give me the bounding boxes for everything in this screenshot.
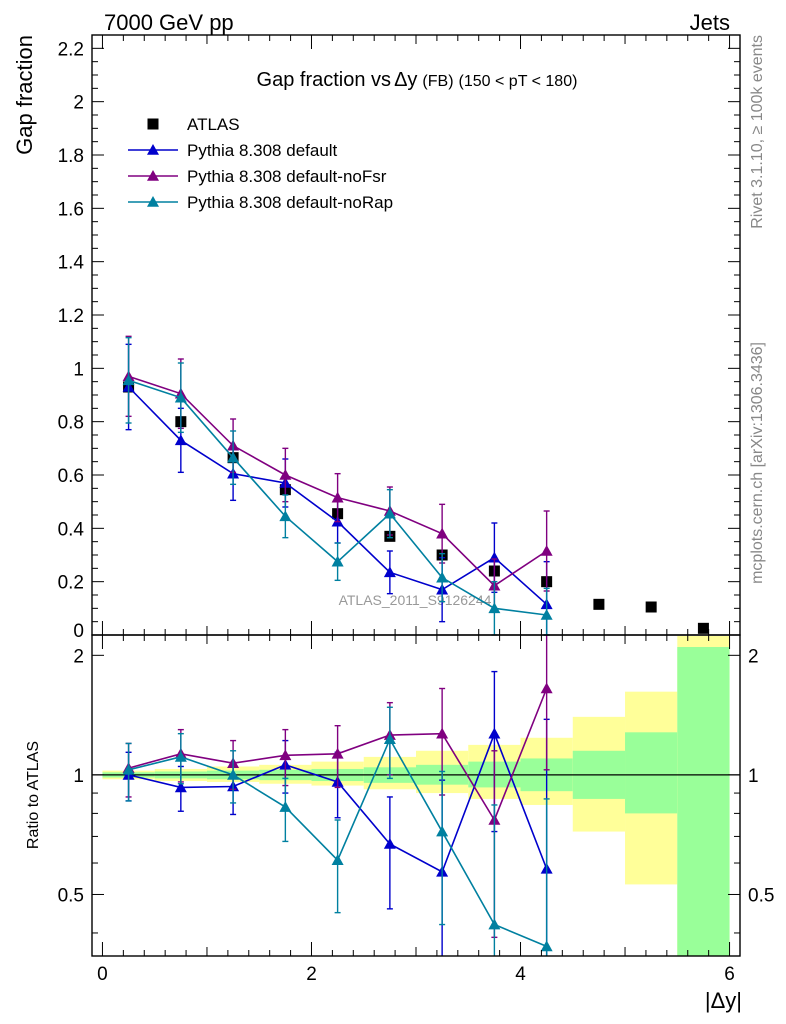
ratio-point	[227, 768, 240, 780]
data-point	[383, 507, 396, 519]
main-ytick-label: 0.2	[58, 573, 84, 594]
main-ytick-label: 0.4	[58, 519, 85, 540]
data-point	[331, 491, 344, 503]
ratio-point	[488, 918, 501, 930]
ratio-point	[383, 733, 396, 744]
main-ytick-label: 0	[73, 621, 84, 642]
main-ytick-label: 1.6	[58, 199, 84, 220]
main-ytick-label: 1	[73, 359, 84, 380]
main-title: Gap fraction vs Δy (FB) (150 < pT < 180)	[257, 69, 578, 91]
data-point	[436, 571, 449, 583]
main-plot-area	[122, 335, 709, 636]
data-point	[436, 527, 449, 539]
ratio-plot-area	[122, 635, 553, 956]
ratio-xtick-label: 0	[97, 964, 108, 985]
main-ytick-label: 1.8	[58, 146, 84, 167]
legend-label: Pythia 8.308 default-noFsr	[187, 167, 387, 186]
main-ylabel: Gap fraction	[12, 35, 37, 155]
ratio-point	[331, 854, 344, 865]
ratio-ytick-label-right: 1	[748, 766, 759, 787]
legend-entry-2: Pythia 8.308 default-noFsr	[128, 167, 387, 186]
ratio-point	[383, 837, 396, 849]
ratio-ylabel: Ratio to ATLAS	[25, 741, 42, 849]
title-main: Gap fraction vs	[257, 69, 392, 91]
legend-marker	[147, 196, 159, 207]
ratio-ytick-label-right: 0.5	[748, 885, 774, 906]
ratio-point	[174, 750, 187, 762]
title-range: (150 < pT < 180)	[459, 73, 578, 90]
atlas-point	[697, 622, 709, 634]
header-left: 7000 GeV pp	[104, 10, 234, 35]
ratio-point	[331, 747, 344, 759]
ratio-point	[436, 825, 449, 837]
data-point	[122, 374, 135, 386]
ratio-series-2	[122, 706, 553, 956]
data-point	[383, 566, 396, 578]
band-inner-11	[677, 647, 730, 956]
main-ytick-label: 0.8	[58, 413, 84, 434]
side-text-top: Rivet 3.1.10, ≥ 100k events	[749, 35, 766, 229]
data-point	[540, 545, 553, 556]
legend-label: Pythia 8.308 default-noRap	[187, 193, 393, 212]
data-point	[540, 609, 553, 620]
series-3	[122, 336, 553, 636]
legend: ATLAS Pythia 8.308 default Pythia 8.308 de…	[128, 115, 393, 212]
ratio-point	[540, 940, 553, 952]
header-right: Jets	[690, 10, 730, 35]
watermark: ATLAS_2011_S9126244	[339, 592, 492, 608]
ratio-point	[122, 763, 135, 775]
data-point	[279, 510, 292, 522]
ratio-xtick-label: 6	[724, 964, 735, 985]
main-ytick-label: 0.6	[58, 466, 84, 487]
side-text-bottom: mcplots.cern.ch [arXiv:1306.3436]	[749, 342, 766, 584]
ratio-xtick-label: 4	[515, 964, 526, 985]
ratio-ytick-label-left: 2	[73, 646, 84, 667]
data-point	[279, 469, 292, 480]
main-ytick-label: 1.2	[58, 306, 84, 327]
legend-entry-3: Pythia 8.308 default-noRap	[128, 193, 393, 212]
data-point	[488, 602, 501, 614]
ratio-point	[279, 749, 292, 761]
legend-entry-1: Pythia 8.308 default	[128, 141, 338, 160]
ratio-point	[436, 727, 449, 739]
legend-marker	[147, 170, 159, 181]
data-point	[331, 555, 344, 567]
legend-entry-0: ATLAS	[147, 115, 240, 134]
ratio-ytick-label-right: 2	[748, 646, 759, 667]
main-ytick-label: 2.2	[58, 39, 84, 60]
ratio-xtick-label: 2	[306, 964, 317, 985]
title-sub: (FB)	[422, 73, 453, 90]
x-axis-label: |Δy|	[705, 988, 742, 1013]
main-ytick-label: 1.4	[58, 253, 85, 274]
ratio-point	[279, 801, 292, 812]
ratio-point	[488, 727, 501, 739]
ratio-point	[174, 781, 187, 793]
legend-label: ATLAS	[187, 115, 240, 134]
atlas-point	[593, 598, 605, 610]
legend-marker	[147, 144, 159, 155]
ratio-ytick-label-left: 0.5	[58, 885, 84, 906]
data-point	[227, 451, 240, 463]
title-delta: Δy	[394, 69, 417, 91]
ratio-point	[540, 682, 553, 694]
ratio-ytick-label-left: 1	[73, 766, 84, 787]
data-point	[174, 391, 187, 403]
ratio-uncertainty-bands	[92, 636, 740, 956]
atlas-point	[645, 601, 657, 613]
main-ytick-label: 2	[73, 93, 84, 114]
data-point	[174, 434, 187, 446]
data-point	[488, 551, 501, 563]
legend-marker	[147, 118, 159, 130]
axes: 0 0.2 0.4 0.6 0.8 1 1.2 1.4 1.6 1.8 2 2.2 0 2 4 6 0.5 0.5…	[58, 34, 774, 985]
band-inner-10	[625, 732, 678, 814]
legend-label: Pythia 8.308 default	[187, 141, 338, 160]
